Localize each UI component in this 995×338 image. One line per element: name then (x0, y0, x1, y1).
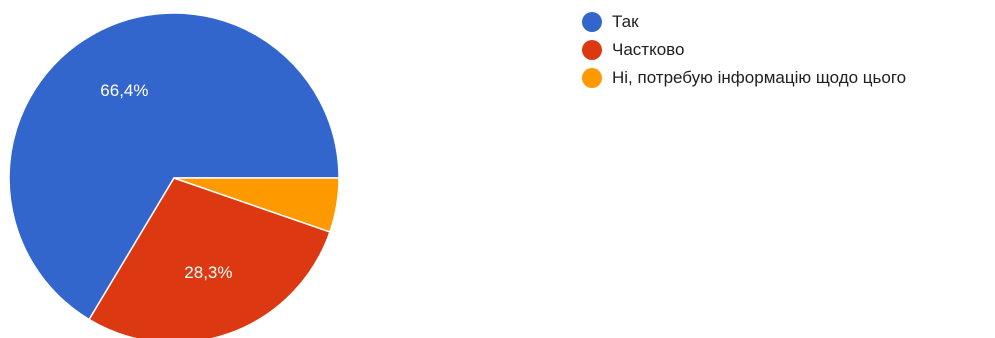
legend-swatch-chastkovo (582, 40, 602, 60)
legend-swatch-ni (582, 68, 602, 88)
legend-label-ni: Ні, потребую інформацію щодо цього (612, 68, 907, 87)
legend-item-ni[interactable]: Ні, потребую інформацію щодо цього (582, 66, 906, 90)
pie-slice-3[interactable] (173, 177, 340, 233)
legend-label-chastkovo: Частково (612, 40, 685, 59)
legend-swatch-tak (582, 12, 602, 32)
legend-label-tak: Так (612, 12, 639, 31)
legend-item-chastkovo[interactable]: Частково (582, 38, 906, 62)
pie-chart: 66,4% 28,3% (8, 12, 340, 338)
legend-item-tak[interactable]: Так (582, 10, 906, 34)
pie-slice-2[interactable] (88, 177, 331, 338)
pie-slice-label-2: 28,3% (184, 263, 232, 282)
pie-slice-label-1: 66,4% (100, 81, 148, 100)
pie-slice-1[interactable] (8, 12, 340, 321)
legend: Так Частково Ні, потребую інформацію щод… (582, 10, 906, 94)
